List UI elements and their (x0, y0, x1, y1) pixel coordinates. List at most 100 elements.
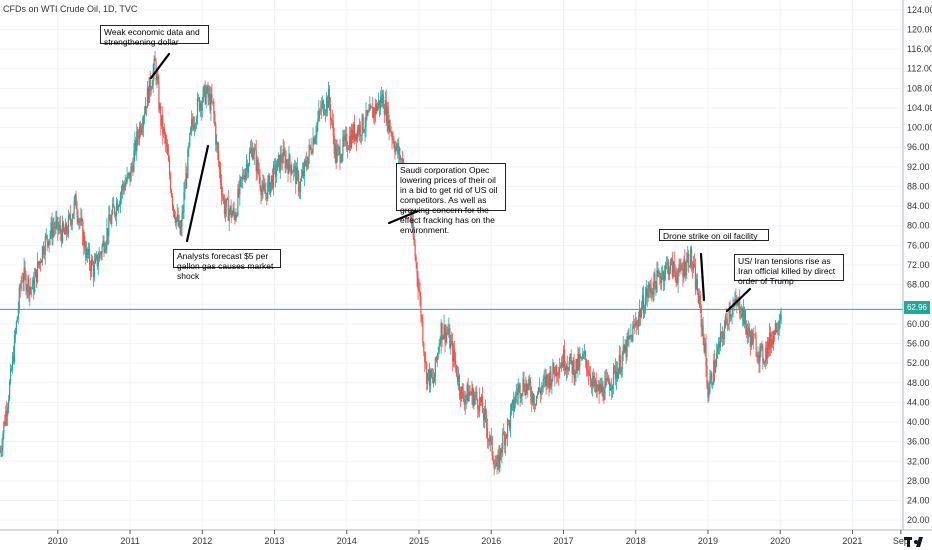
candle-body (305, 160, 307, 166)
candle-body (266, 192, 268, 200)
candle-body (696, 279, 698, 294)
candle-body (553, 362, 555, 373)
candle-body (508, 420, 511, 429)
annotation-analysts-forecast[interactable]: Analysts forecast $5 per gallon gas caus… (173, 249, 281, 281)
y-tick-label: 88.00 (907, 181, 930, 191)
candle-body (205, 91, 207, 104)
candle-body (31, 288, 33, 290)
candle-body (472, 387, 474, 407)
candle-body (29, 287, 31, 296)
candle-body (165, 135, 167, 144)
candle-body (391, 133, 393, 140)
candle-body (571, 360, 573, 374)
candle-body (375, 103, 377, 115)
candle-body (30, 287, 32, 289)
candle-body (671, 258, 673, 277)
candle-body (320, 110, 322, 112)
candle-body (659, 272, 661, 279)
candle-body (269, 175, 271, 194)
candle-body (742, 308, 744, 317)
x-tick-label: Sep (893, 536, 909, 546)
y-tick-label: 28.00 (907, 476, 930, 486)
candle-body (331, 120, 333, 122)
candle-body (13, 335, 16, 362)
candle-body (213, 101, 215, 115)
candle-body (757, 355, 759, 358)
candle-body (17, 308, 19, 318)
y-tick-label: 80.00 (907, 221, 930, 231)
candle-body (271, 175, 274, 188)
y-tick-label: 124.00 (907, 5, 932, 15)
candle-body (394, 146, 396, 153)
candle-body (520, 396, 522, 398)
candle-body (182, 211, 184, 213)
candle-body (711, 373, 713, 385)
candle-body (258, 172, 260, 178)
annotation-weak-economic[interactable]: Weak economic data and strengthening dol… (100, 25, 209, 47)
candle-body (735, 298, 737, 303)
candle-body (141, 126, 144, 129)
candle-body (46, 235, 48, 242)
leader-saudi-opec (387, 209, 420, 225)
candle-body (179, 220, 181, 234)
candle-body (428, 369, 431, 386)
candle-body (770, 339, 773, 348)
candle-body (539, 390, 541, 395)
candle-body (483, 409, 486, 421)
candle-body (704, 343, 706, 352)
candle-body (691, 267, 694, 269)
y-tick-label: 100.00 (907, 123, 932, 133)
candle-body (229, 206, 231, 212)
candle-body (282, 149, 284, 163)
candle-body (311, 152, 313, 154)
annotation-saudi-opec[interactable]: Saudi corporation Opec lowering prices o… (396, 163, 506, 235)
candle-body (144, 106, 147, 114)
candle-body (360, 135, 362, 136)
candle-body (509, 410, 512, 429)
candle-body (766, 347, 768, 359)
annotation-us-iran[interactable]: US/ Iran tensions rise as Iran official … (734, 254, 844, 286)
candle-body (429, 369, 432, 386)
candle-body (193, 124, 195, 130)
candle-body (564, 368, 566, 371)
candle-body (651, 291, 653, 294)
candle-body (9, 382, 11, 400)
candle-body (106, 228, 108, 245)
candle-body (451, 341, 453, 342)
candle-body (308, 145, 310, 157)
candle-body (625, 344, 627, 357)
candle-body (0, 451, 1, 453)
x-tick-label: 2012 (192, 536, 212, 546)
candle-body (675, 272, 677, 280)
candle-body (414, 244, 416, 257)
candle-body (297, 172, 300, 192)
price-axis: 20.00 24.00 28.00 32.00 36.00 40.00 44.00 48.00… (907, 5, 932, 525)
candle-body (560, 362, 563, 368)
candle-body (20, 280, 22, 289)
candle-body (712, 383, 714, 385)
candle-body (706, 366, 708, 388)
candle-body (334, 144, 336, 154)
candle-body (335, 144, 337, 163)
candle-body (237, 188, 239, 215)
candle-body (515, 393, 517, 395)
x-tick-label: 2010 (48, 536, 68, 546)
candle-body (415, 256, 417, 264)
candle-body (731, 314, 733, 315)
candle-body (244, 178, 246, 180)
candle-body (366, 110, 368, 116)
candle-body (481, 396, 484, 413)
annotation-drone-strike[interactable]: Drone strike on oil facility (659, 229, 769, 241)
candle-body (448, 328, 450, 334)
candle-body (204, 85, 206, 104)
candle-body (135, 140, 137, 152)
candle-body (5, 410, 7, 425)
candle-body (674, 270, 676, 273)
candle-body (177, 214, 179, 226)
candle-body (662, 271, 664, 277)
candle-body (151, 85, 153, 89)
candle-body (630, 334, 632, 337)
candle-body (201, 101, 203, 111)
candle-body (562, 349, 565, 367)
candle-body (250, 148, 252, 151)
